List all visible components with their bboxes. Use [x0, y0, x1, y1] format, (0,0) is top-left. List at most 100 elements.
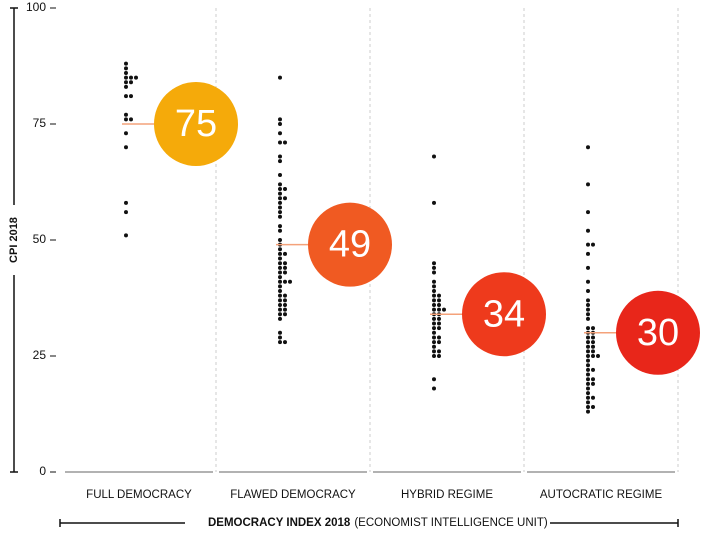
dot: [437, 354, 441, 358]
dot: [278, 228, 282, 233]
dot: [432, 289, 436, 294]
dot: [432, 330, 436, 335]
dot: [432, 326, 436, 331]
dot: [124, 94, 128, 99]
dot: [437, 302, 441, 307]
dot: [283, 312, 287, 317]
dot: [586, 386, 590, 391]
dot: [586, 377, 590, 382]
dot: [124, 61, 128, 66]
dot: [278, 307, 282, 312]
dot: [437, 293, 441, 298]
mean-circle: [154, 82, 238, 166]
dot: [437, 326, 441, 331]
dot: [278, 251, 282, 256]
dot: [432, 261, 436, 266]
dot: [432, 265, 436, 270]
dot: [591, 354, 595, 358]
dot: [129, 117, 133, 122]
y-axis: CPI 2018: [6, 7, 22, 473]
dot: [278, 131, 282, 136]
dot: [437, 307, 441, 312]
dot: [591, 335, 595, 340]
dot: [586, 344, 590, 349]
dot: [591, 381, 595, 386]
dot: [586, 251, 590, 256]
dot: [278, 265, 282, 270]
dot: [283, 302, 287, 307]
dot: [278, 154, 282, 159]
dot: [278, 210, 282, 215]
dot: [586, 363, 590, 368]
y-tick-label: 75: [33, 116, 47, 130]
dot: [586, 307, 590, 312]
dot: [134, 75, 138, 80]
dot: [432, 284, 436, 289]
dot: [586, 312, 590, 317]
dot: [591, 340, 595, 345]
dot: [278, 224, 282, 229]
dot: [432, 270, 436, 275]
dot: [586, 316, 590, 321]
dot: [586, 381, 590, 386]
dot: [591, 405, 595, 410]
dot: [586, 298, 590, 303]
dot: [437, 335, 441, 340]
dot: [278, 186, 282, 191]
dot: [432, 298, 436, 303]
x-tick-label: FLAWED DEMOCRACY: [230, 489, 356, 501]
dot: [278, 335, 282, 340]
dot: [283, 186, 287, 191]
dot: [278, 316, 282, 321]
dot: [586, 372, 590, 377]
dot: [278, 298, 282, 303]
mean-label: 30: [637, 312, 679, 354]
dot: [586, 228, 590, 233]
mean-circle: [308, 202, 392, 287]
dot: [586, 409, 590, 414]
dot: [591, 326, 595, 331]
y-tick-label: 50: [33, 232, 47, 246]
dot: [432, 344, 436, 349]
dot: [432, 386, 436, 391]
dot: [586, 265, 590, 270]
dot: [283, 279, 287, 284]
dot: [278, 256, 282, 261]
dot: [586, 358, 590, 363]
dot: [283, 261, 287, 266]
dot: [586, 335, 590, 340]
dot: [278, 312, 282, 317]
dot: [586, 367, 590, 372]
dot: [288, 279, 292, 284]
dot: [283, 270, 287, 275]
dot: [278, 340, 282, 345]
dot: [278, 205, 282, 210]
dot: [283, 298, 287, 303]
dot: [432, 154, 436, 159]
y-tick-label: 25: [33, 348, 47, 362]
dot: [278, 173, 282, 178]
dot: [586, 354, 590, 358]
x-tick-label: FULL DEMOCRACY: [86, 489, 192, 501]
dot: [586, 340, 590, 345]
dot: [283, 293, 287, 298]
dot: [437, 321, 441, 326]
dot: [586, 400, 590, 405]
dot: [283, 265, 287, 270]
dot: [278, 117, 282, 122]
dot: [432, 307, 436, 312]
dot: [278, 140, 282, 145]
dot: [437, 316, 441, 321]
dot: [586, 391, 590, 396]
dot: [278, 284, 282, 289]
dot: [432, 354, 436, 358]
dot: [591, 395, 595, 400]
dot: [432, 316, 436, 321]
dot: [129, 80, 133, 85]
dot: [586, 182, 590, 187]
dot: [129, 75, 133, 80]
x-label-main: DEMOCRACY INDEX 2018: [208, 517, 351, 529]
dot: [432, 335, 436, 340]
y-label-gap: [6, 205, 22, 275]
